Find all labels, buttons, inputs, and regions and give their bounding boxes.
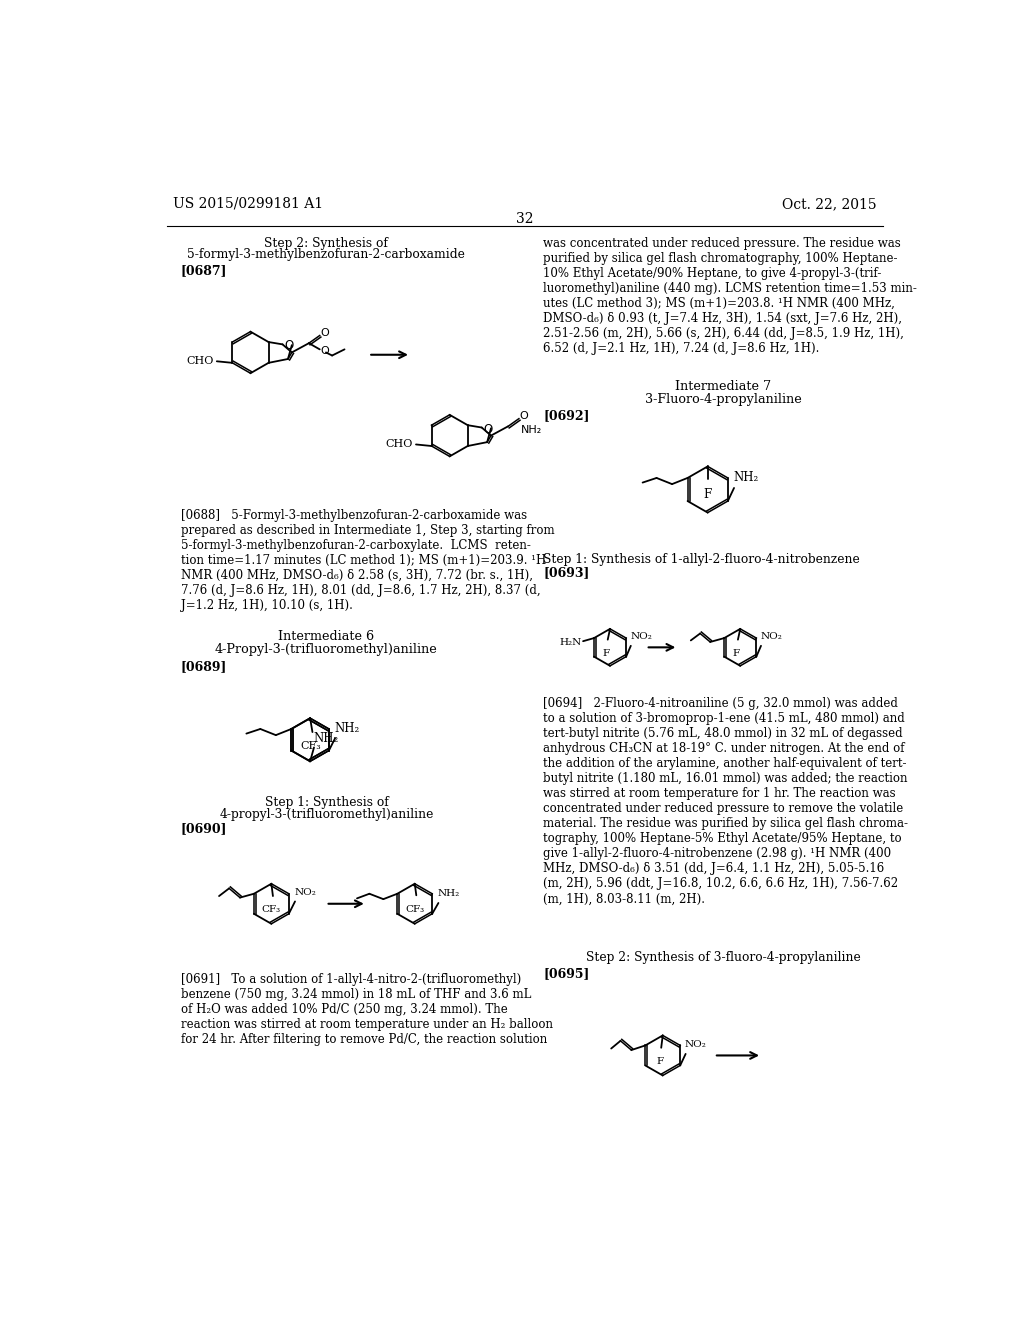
- Text: F: F: [733, 649, 740, 657]
- Text: O: O: [321, 329, 330, 338]
- Text: CF₃: CF₃: [406, 904, 424, 913]
- Text: F: F: [602, 649, 609, 657]
- Text: Step 1: Synthesis of 1-allyl-2-fluoro-4-nitrobenzene: Step 1: Synthesis of 1-allyl-2-fluoro-4-…: [544, 553, 860, 566]
- Text: CHO: CHO: [385, 438, 413, 449]
- Text: O: O: [284, 339, 293, 352]
- Text: [0690]: [0690]: [180, 822, 227, 836]
- Text: [0689]: [0689]: [180, 660, 227, 673]
- Text: [0691]   To a solution of 1-allyl-4-nitro-2-(trifluoromethyl)
benzene (750 mg, 3: [0691] To a solution of 1-allyl-4-nitro-…: [180, 973, 553, 1045]
- Text: US 2015/0299181 A1: US 2015/0299181 A1: [173, 197, 324, 211]
- Text: O: O: [483, 422, 493, 436]
- Text: 4-Propyl-3-(trifluoromethyl)aniline: 4-Propyl-3-(trifluoromethyl)aniline: [215, 644, 438, 656]
- Text: NH₂: NH₂: [313, 731, 339, 744]
- Text: Step 2: Synthesis of 3-fluoro-4-propylaniline: Step 2: Synthesis of 3-fluoro-4-propylan…: [586, 952, 860, 965]
- Text: CHO: CHO: [186, 355, 214, 366]
- Text: 4-propyl-3-(trifluoromethyl)aniline: 4-propyl-3-(trifluoromethyl)aniline: [219, 808, 433, 821]
- Text: NH₂: NH₂: [335, 722, 359, 735]
- Text: 32: 32: [516, 213, 534, 226]
- Text: [0694]   2-Fluoro-4-nitroaniline (5 g, 32.0 mmol) was added
to a solution of 3-b: [0694] 2-Fluoro-4-nitroaniline (5 g, 32.…: [544, 697, 908, 906]
- Text: Step 1: Synthesis of: Step 1: Synthesis of: [264, 796, 388, 809]
- Text: NO₂: NO₂: [685, 1040, 707, 1049]
- Text: O: O: [519, 412, 528, 421]
- Text: [0687]: [0687]: [180, 264, 227, 277]
- Text: F: F: [656, 1057, 664, 1067]
- Text: [0695]: [0695]: [544, 966, 590, 979]
- Text: NH₂: NH₂: [733, 471, 759, 484]
- Text: [0692]: [0692]: [544, 409, 590, 421]
- Text: Intermediate 6: Intermediate 6: [279, 630, 375, 643]
- Text: [0693]: [0693]: [544, 566, 590, 579]
- Text: NH₂: NH₂: [520, 425, 542, 436]
- Text: Oct. 22, 2015: Oct. 22, 2015: [782, 197, 877, 211]
- Text: NH₂: NH₂: [437, 890, 460, 898]
- Text: 5-formyl-3-methylbenzofuran-2-carboxamide: 5-formyl-3-methylbenzofuran-2-carboxamid…: [187, 248, 465, 261]
- Text: F: F: [703, 488, 712, 502]
- Text: CF₃: CF₃: [300, 742, 322, 751]
- Text: O: O: [321, 346, 330, 356]
- Text: Intermediate 7: Intermediate 7: [675, 380, 771, 393]
- Text: H₂N: H₂N: [559, 639, 582, 647]
- Text: Step 2: Synthesis of: Step 2: Synthesis of: [264, 238, 388, 249]
- Text: NO₂: NO₂: [760, 632, 782, 642]
- Text: NO₂: NO₂: [630, 632, 652, 642]
- Text: [0688]   5-Formyl-3-methylbenzofuran-2-carboxamide was
prepared as described in : [0688] 5-Formyl-3-methylbenzofuran-2-car…: [180, 508, 554, 611]
- Text: 3-Fluoro-4-propylaniline: 3-Fluoro-4-propylaniline: [645, 393, 802, 407]
- Text: was concentrated under reduced pressure. The residue was
purified by silica gel : was concentrated under reduced pressure.…: [544, 238, 918, 355]
- Text: NO₂: NO₂: [294, 888, 316, 896]
- Text: CF₃: CF₃: [262, 906, 281, 915]
